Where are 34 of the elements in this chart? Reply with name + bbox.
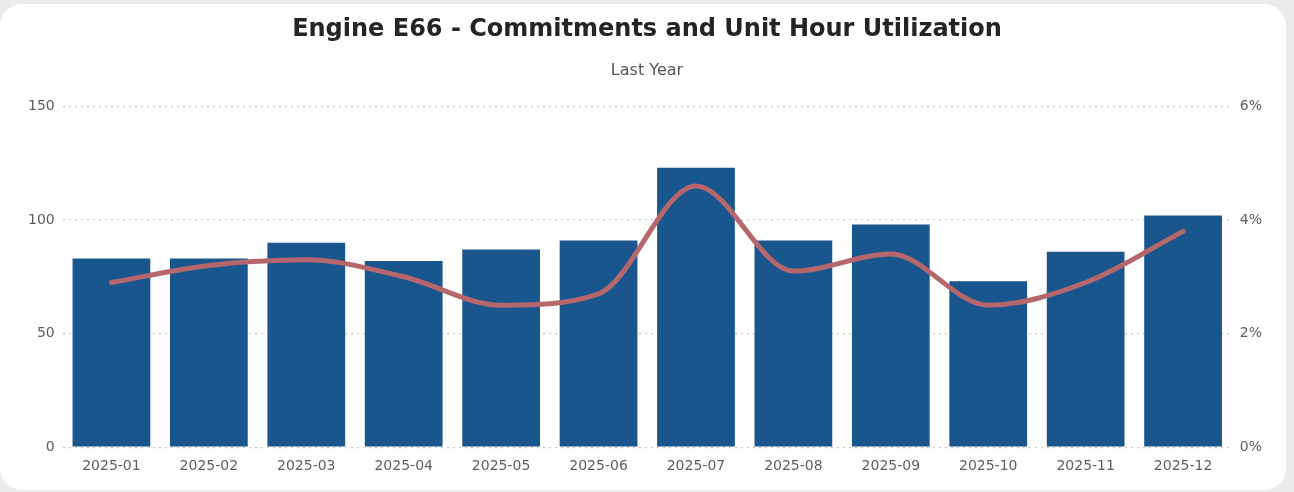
bar bbox=[657, 167, 735, 447]
bar bbox=[559, 240, 638, 447]
bar bbox=[267, 242, 346, 447]
bar bbox=[72, 258, 151, 447]
chart-title: Engine E66 - Commitments and Unit Hour Utilization bbox=[291, 14, 1003, 42]
bar bbox=[851, 224, 930, 447]
y2-tick-label: 0% bbox=[1239, 437, 1263, 454]
y2-tick-label: 4% bbox=[1239, 210, 1263, 227]
bar bbox=[949, 281, 1028, 447]
x-tick-label: 2025-05 bbox=[471, 457, 531, 474]
y-tick-label: 0 bbox=[45, 437, 55, 454]
y-tick-label: 50 bbox=[36, 324, 55, 341]
bar bbox=[1046, 251, 1125, 447]
x-tick-label: 2025-02 bbox=[179, 457, 239, 474]
x-tick-label: 2025-08 bbox=[764, 457, 823, 474]
x-tick-label: 2025-07 bbox=[666, 457, 726, 474]
bar bbox=[1144, 215, 1222, 447]
x-tick-label: 2025-06 bbox=[569, 457, 628, 474]
bar bbox=[364, 260, 443, 447]
x-tick-label: 2025-11 bbox=[1056, 457, 1115, 474]
x-tick-label: 2025-12 bbox=[1153, 457, 1213, 474]
bar bbox=[462, 249, 540, 447]
x-tick-label: 2025-03 bbox=[277, 457, 336, 474]
x-tick-label: 2025-04 bbox=[374, 457, 434, 474]
bar bbox=[169, 258, 248, 447]
y-tick-label: 100 bbox=[27, 210, 55, 227]
x-tick-label: 2025-01 bbox=[82, 457, 141, 474]
x-tick-label: 2025-09 bbox=[861, 457, 921, 474]
y-tick-label: 150 bbox=[27, 97, 55, 114]
bar bbox=[754, 240, 833, 447]
chart-subtitle: Last Year bbox=[609, 60, 685, 79]
y2-tick-label: 2% bbox=[1239, 324, 1263, 341]
x-tick-label: 2025-10 bbox=[958, 457, 1018, 474]
y2-tick-label: 6% bbox=[1239, 97, 1263, 114]
